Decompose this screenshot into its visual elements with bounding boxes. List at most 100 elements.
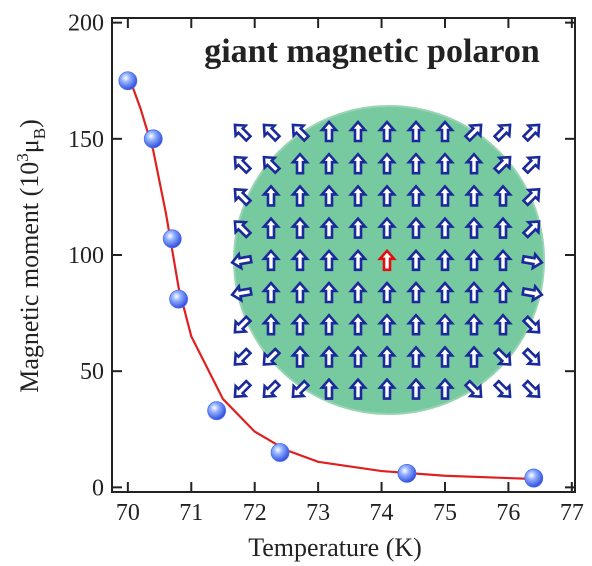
data-point bbox=[397, 464, 417, 483]
spin-arrow bbox=[521, 187, 541, 207]
spin-arrow bbox=[262, 347, 282, 366]
spin-arrow bbox=[406, 313, 426, 336]
spin-arrow bbox=[319, 184, 339, 207]
x-tick-label: 73 bbox=[306, 500, 330, 526]
spin-arrow bbox=[406, 248, 426, 272]
spin-arrow bbox=[290, 248, 310, 272]
spin-arrow bbox=[290, 313, 310, 336]
spin-arrow bbox=[493, 281, 513, 304]
spin-arrow bbox=[377, 120, 397, 143]
spin-arrow bbox=[261, 281, 281, 304]
spin-arrow bbox=[262, 379, 282, 399]
spin-arrow bbox=[319, 377, 339, 400]
spin-arrow bbox=[348, 313, 368, 336]
spin-arrow bbox=[261, 216, 281, 239]
spin-arrow bbox=[233, 155, 253, 175]
spin-arrow bbox=[406, 152, 426, 175]
x-tick-label: 70 bbox=[116, 500, 140, 526]
spin-arrow bbox=[319, 281, 339, 304]
spin-arrow bbox=[233, 379, 253, 399]
spin-arrow bbox=[493, 216, 513, 239]
spin-arrow bbox=[492, 123, 512, 143]
spin-arrow bbox=[291, 123, 311, 143]
spin-arrow bbox=[521, 123, 541, 143]
spin-arrow bbox=[493, 184, 513, 207]
spin-arrow bbox=[492, 347, 512, 366]
spin-arrow bbox=[463, 379, 483, 399]
spin-arrow bbox=[233, 314, 253, 334]
x-tick-label: 75 bbox=[433, 500, 457, 526]
spin-arrow bbox=[435, 345, 455, 368]
y-axis-label: Magnetic moment (103μB) bbox=[13, 119, 49, 393]
spin-arrow bbox=[348, 377, 368, 400]
spin-arrow bbox=[377, 184, 397, 207]
y-tick-label: 50 bbox=[80, 359, 104, 385]
spin-arrow bbox=[435, 152, 455, 175]
spin-arrow bbox=[262, 155, 282, 175]
x-tick-label: 72 bbox=[243, 500, 267, 526]
spin-arrow bbox=[377, 216, 397, 239]
spin-arrow bbox=[290, 152, 310, 175]
spin-arrow bbox=[435, 248, 455, 272]
spin-arrow bbox=[261, 184, 281, 207]
x-tick-label: 74 bbox=[370, 500, 394, 526]
y-tick-label: 150 bbox=[68, 127, 104, 153]
spin-arrow bbox=[290, 281, 310, 304]
spin-arrow bbox=[521, 251, 544, 271]
spin-arrow bbox=[435, 184, 455, 207]
spin-arrow bbox=[521, 347, 541, 366]
spin-arrow bbox=[521, 379, 541, 399]
spin-arrow bbox=[290, 216, 310, 239]
spin-arrow bbox=[348, 216, 368, 239]
spin-arrow bbox=[377, 248, 397, 272]
spin-arrow bbox=[492, 155, 512, 175]
spin-arrow bbox=[261, 313, 281, 336]
spin-arrow bbox=[463, 123, 483, 143]
spin-arrow bbox=[435, 377, 455, 400]
spin-arrow bbox=[521, 283, 544, 303]
annotation: giant magnetic polaron bbox=[204, 33, 540, 70]
spin-arrow bbox=[406, 216, 426, 239]
spin-arrow bbox=[348, 281, 368, 304]
spin-arrow bbox=[493, 248, 513, 272]
data-point bbox=[207, 401, 227, 421]
x-tick-label: 71 bbox=[179, 500, 203, 526]
spin-arrow bbox=[521, 220, 541, 239]
spin-arrow bbox=[406, 345, 426, 368]
spin-arrow bbox=[348, 345, 368, 368]
spin-arrow bbox=[464, 345, 484, 368]
spin-arrow bbox=[291, 379, 311, 399]
data-point bbox=[524, 468, 544, 488]
spin-arrow bbox=[377, 377, 397, 400]
spin-arrow bbox=[377, 313, 397, 336]
spin-arrow bbox=[493, 313, 513, 336]
spin-arrow bbox=[492, 379, 512, 399]
spin-arrow bbox=[406, 184, 426, 207]
spin-arrow bbox=[233, 220, 253, 239]
spin-arrow bbox=[319, 152, 339, 175]
spin-arrow bbox=[319, 345, 339, 368]
spin-arrow bbox=[464, 152, 484, 175]
spin-arrow bbox=[233, 123, 253, 143]
spin-arrow bbox=[464, 184, 484, 207]
spin-arrow bbox=[233, 347, 253, 366]
spin-arrow bbox=[319, 216, 339, 239]
spin-arrow bbox=[521, 155, 541, 175]
spin-arrow bbox=[464, 281, 484, 304]
spin-arrow bbox=[377, 152, 397, 175]
spin-arrow bbox=[230, 251, 253, 271]
spin-arrow bbox=[377, 345, 397, 368]
spin-arrow bbox=[348, 120, 368, 143]
data-point bbox=[118, 71, 138, 91]
spin-arrow bbox=[348, 184, 368, 207]
spin-arrow bbox=[319, 248, 339, 272]
spin-arrow bbox=[348, 152, 368, 175]
spin-arrow bbox=[290, 184, 310, 207]
x-tick-label: 76 bbox=[496, 500, 520, 526]
spin-arrow bbox=[521, 314, 541, 334]
spin-arrow bbox=[464, 216, 484, 239]
spin-arrow bbox=[290, 345, 310, 368]
x-tick-label: 77 bbox=[560, 500, 584, 526]
data-point bbox=[162, 229, 182, 249]
